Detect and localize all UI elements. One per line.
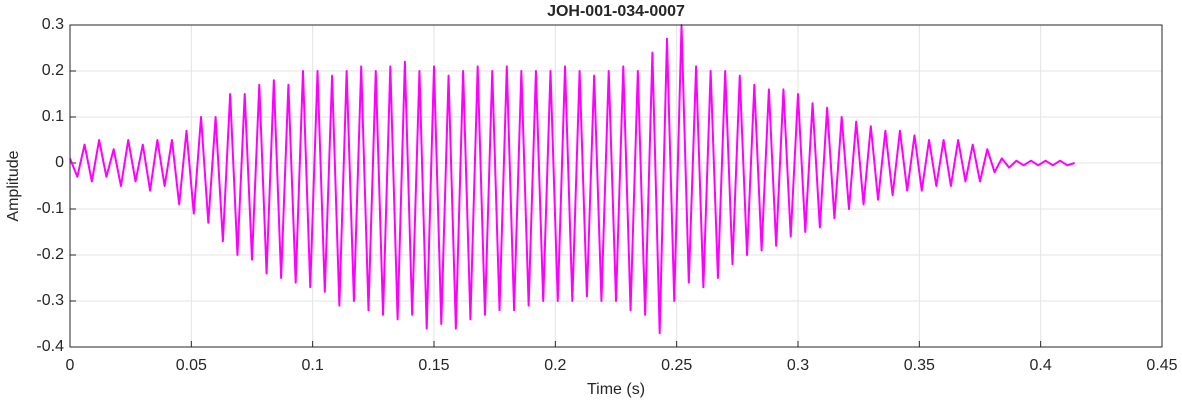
- x-tick-label: 0: [66, 357, 75, 374]
- y-tick-label: 0: [55, 154, 64, 171]
- x-tick-label: 0.35: [904, 357, 935, 374]
- y-tick-label: -0.1: [36, 200, 64, 217]
- waveform-line: [69, 24, 1075, 335]
- y-tick-label: 0.1: [42, 108, 64, 125]
- x-tick-label: 0.25: [661, 357, 692, 374]
- axes-box: [69, 24, 1163, 348]
- x-tick-label: 0.3: [787, 357, 809, 374]
- x-tick-label: 0.45: [1146, 357, 1177, 374]
- y-tick-label: -0.2: [36, 246, 64, 263]
- y-tick-label: 0.2: [42, 62, 64, 79]
- y-tick-label: -0.3: [36, 292, 64, 309]
- y-axis-label: Amplitude: [5, 150, 22, 221]
- chart-title: JOH-001-034-0007: [547, 3, 685, 20]
- x-tick-label: 0.4: [1030, 357, 1052, 374]
- x-axis-label: Time (s): [587, 381, 645, 398]
- x-tick-label: 0.1: [302, 357, 324, 374]
- x-tick-label: 0.15: [418, 357, 449, 374]
- y-tick-label: -0.4: [36, 338, 64, 355]
- x-tick-label: 0.05: [176, 357, 207, 374]
- y-tick-label: 0.3: [42, 16, 64, 33]
- x-tick-label: 0.2: [544, 357, 566, 374]
